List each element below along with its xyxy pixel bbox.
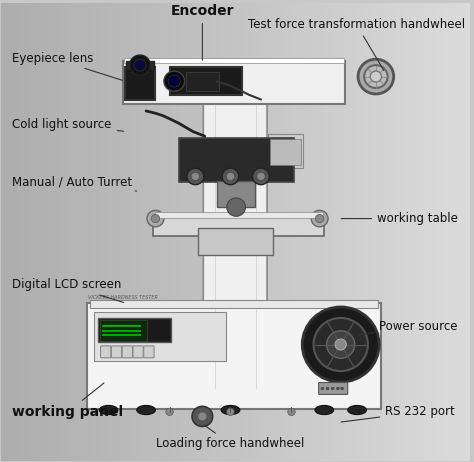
Circle shape	[321, 387, 324, 390]
Text: RS 232 port: RS 232 port	[341, 405, 455, 422]
Circle shape	[302, 307, 379, 382]
FancyBboxPatch shape	[100, 346, 111, 358]
Circle shape	[198, 412, 207, 421]
Circle shape	[222, 168, 239, 185]
Circle shape	[253, 168, 269, 185]
Ellipse shape	[315, 406, 334, 414]
Circle shape	[134, 59, 146, 71]
Bar	[101, 334, 141, 336]
Circle shape	[151, 214, 160, 223]
Text: Test force transformation handwheel: Test force transformation handwheel	[248, 18, 465, 71]
Ellipse shape	[348, 406, 366, 414]
Bar	[124, 58, 344, 63]
Circle shape	[313, 318, 368, 371]
Text: Cold light source: Cold light source	[12, 118, 124, 131]
FancyBboxPatch shape	[144, 346, 154, 358]
Bar	[218, 181, 255, 207]
Polygon shape	[88, 303, 381, 408]
Ellipse shape	[137, 406, 155, 414]
Text: Encoder: Encoder	[171, 4, 234, 60]
Bar	[179, 139, 294, 182]
Circle shape	[370, 71, 382, 82]
Bar	[186, 72, 219, 91]
Circle shape	[341, 387, 344, 390]
Text: Digital LCD screen: Digital LCD screen	[12, 279, 124, 303]
Circle shape	[168, 75, 180, 87]
Circle shape	[364, 65, 388, 88]
Bar	[98, 318, 171, 342]
Circle shape	[257, 172, 265, 181]
Bar	[127, 61, 154, 69]
Circle shape	[335, 339, 346, 350]
Circle shape	[288, 408, 295, 415]
Text: VICKERS HARDNESS TESTER: VICKERS HARDNESS TESTER	[88, 295, 157, 300]
Circle shape	[327, 331, 355, 358]
Bar	[170, 67, 242, 95]
Circle shape	[311, 210, 328, 227]
Circle shape	[191, 172, 200, 181]
Circle shape	[358, 59, 394, 94]
Text: Power source: Power source	[357, 320, 458, 335]
Circle shape	[315, 214, 324, 223]
Bar	[94, 312, 226, 360]
Bar	[123, 61, 346, 104]
Bar	[270, 140, 301, 164]
Circle shape	[192, 407, 213, 426]
Circle shape	[337, 387, 339, 390]
Bar	[153, 215, 324, 236]
Bar	[100, 320, 147, 341]
Circle shape	[326, 387, 329, 390]
Text: Manual / Auto Turret: Manual / Auto Turret	[12, 176, 137, 191]
Circle shape	[187, 168, 204, 185]
Text: working panel: working panel	[12, 383, 124, 419]
Circle shape	[227, 198, 246, 216]
Circle shape	[130, 55, 150, 75]
FancyBboxPatch shape	[133, 346, 143, 358]
Circle shape	[227, 408, 234, 415]
Text: working table: working table	[341, 212, 458, 225]
Circle shape	[331, 387, 334, 390]
Bar	[125, 67, 155, 100]
FancyBboxPatch shape	[203, 59, 267, 392]
Circle shape	[164, 71, 184, 91]
Circle shape	[226, 172, 235, 181]
Bar	[155, 212, 323, 218]
Circle shape	[166, 408, 173, 415]
Ellipse shape	[221, 406, 240, 414]
Circle shape	[147, 210, 164, 227]
FancyBboxPatch shape	[111, 346, 122, 358]
FancyBboxPatch shape	[319, 383, 348, 395]
Text: Eyepiece lens: Eyepiece lens	[12, 52, 122, 80]
Ellipse shape	[99, 406, 118, 414]
Bar	[101, 325, 141, 327]
Bar	[198, 228, 273, 255]
Bar	[268, 134, 303, 168]
FancyBboxPatch shape	[122, 346, 132, 358]
Text: Loading force handwheel: Loading force handwheel	[156, 426, 305, 450]
Bar	[101, 330, 141, 332]
Bar	[90, 300, 378, 308]
